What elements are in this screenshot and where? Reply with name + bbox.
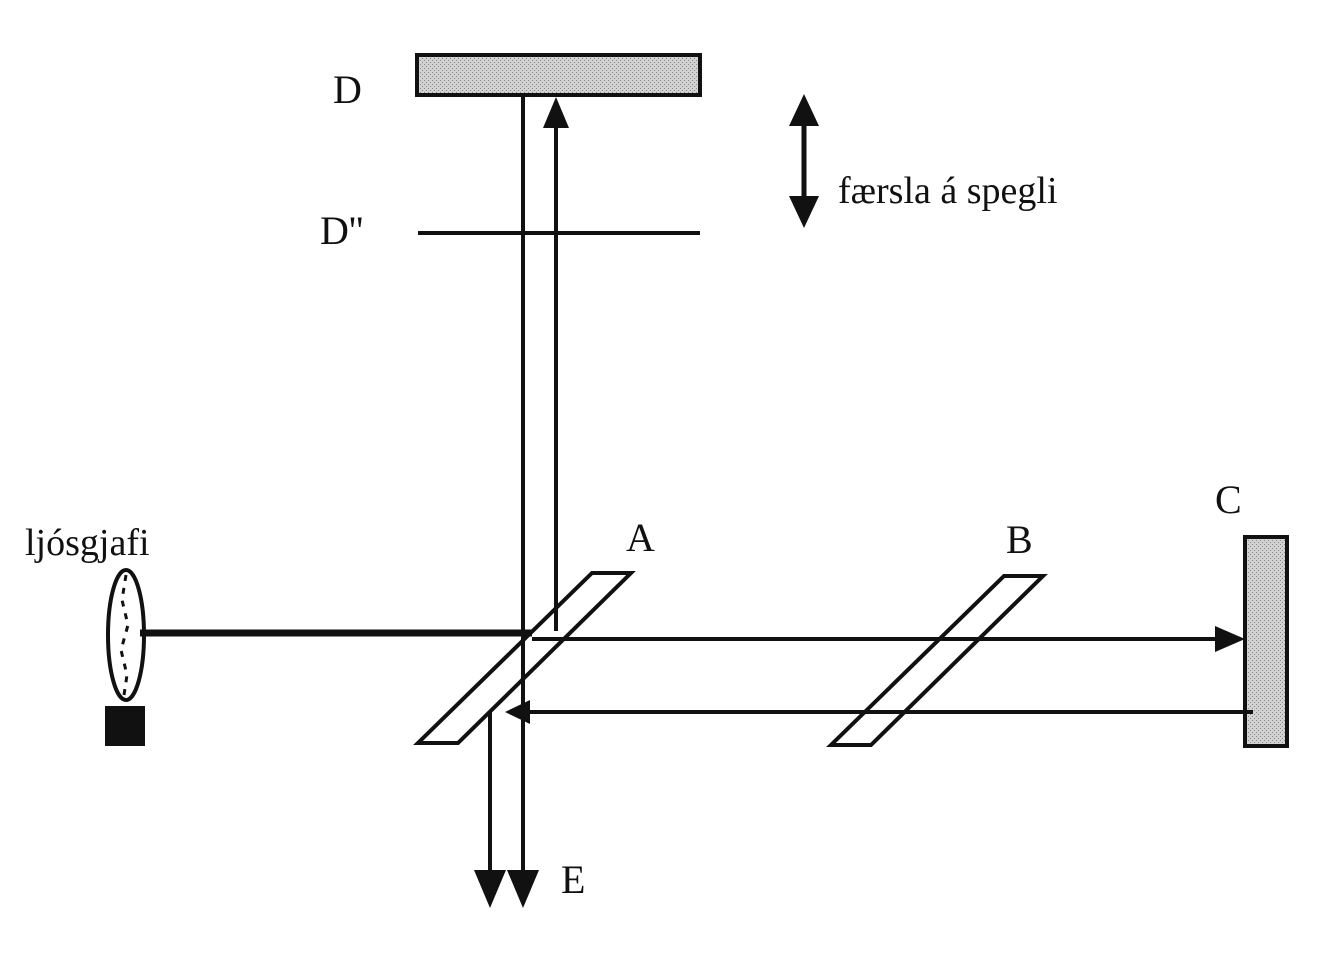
arrowhead-e-left bbox=[474, 870, 506, 908]
compensator-plate-b bbox=[826, 574, 1048, 747]
arrowhead-to-mirror-d bbox=[543, 97, 569, 128]
label-b: B bbox=[1006, 517, 1033, 562]
arrowhead-return-from-c bbox=[505, 700, 530, 724]
label-d-prime: D'' bbox=[320, 208, 363, 253]
label-d: D bbox=[333, 67, 362, 112]
light-source-base bbox=[105, 706, 145, 746]
label-light-source: ljósgjafi bbox=[25, 522, 150, 564]
mirror-movement-arrowhead-down bbox=[789, 196, 819, 228]
arrowhead-e-right bbox=[507, 870, 539, 908]
label-c: C bbox=[1215, 477, 1242, 522]
mirror-c bbox=[1243, 535, 1289, 748]
arrowhead-to-mirror-c bbox=[1215, 626, 1245, 652]
mirror-movement-arrowhead-up bbox=[789, 94, 819, 126]
label-a: A bbox=[626, 515, 655, 560]
label-mirror-movement: færsla á spegli bbox=[838, 170, 1058, 212]
light-source-lens-dashes bbox=[119, 574, 130, 696]
label-e: E bbox=[561, 857, 585, 902]
mirror-d bbox=[415, 53, 702, 97]
